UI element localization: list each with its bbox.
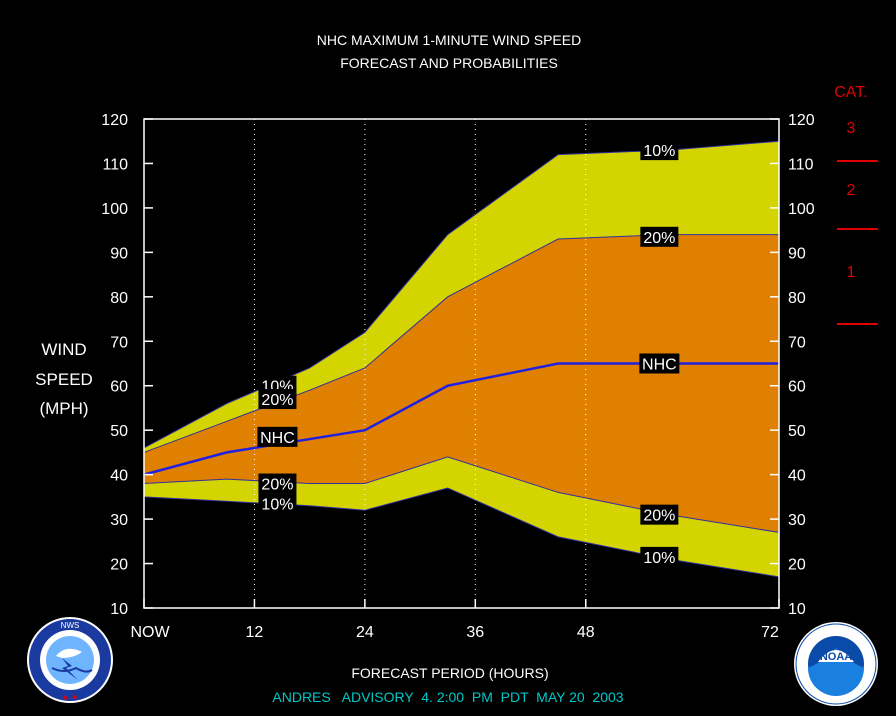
series-label: 20% bbox=[640, 226, 679, 247]
series-label-box bbox=[257, 426, 298, 447]
series-label-text: 20% bbox=[261, 477, 293, 494]
series-label: NHC bbox=[257, 426, 298, 447]
series-label: 20% bbox=[258, 389, 297, 410]
y-tick-label-left: 50 bbox=[110, 423, 128, 440]
chart-title-line2: FORECAST AND PROBABILITIES bbox=[340, 55, 558, 71]
series-label-box bbox=[258, 389, 297, 410]
y-tick-label-right: 80 bbox=[788, 290, 806, 307]
y-tick-label-right: 30 bbox=[788, 512, 806, 529]
x-tick-label: 24 bbox=[356, 624, 374, 641]
series-label-text: 10% bbox=[261, 497, 293, 514]
y-tick-label-left: 30 bbox=[110, 512, 128, 529]
series-label-box bbox=[640, 546, 679, 567]
series-label-text: 20% bbox=[643, 508, 675, 525]
y-tick-label-left: 60 bbox=[110, 379, 128, 396]
x-axis-label: FORECAST PERIOD (HOURS) bbox=[351, 665, 548, 681]
category-scale: 3 2 1 bbox=[837, 120, 878, 325]
chart-title-line1: NHC MAXIMUM 1-MINUTE WIND SPEED bbox=[317, 32, 581, 48]
series-label: 20% bbox=[640, 504, 679, 525]
y-tick-label-right: 40 bbox=[788, 468, 806, 485]
series-label-box bbox=[640, 226, 679, 247]
y-tick-label-left: 40 bbox=[110, 468, 128, 485]
y-tick-label-left: 70 bbox=[110, 334, 128, 351]
y-tick-label-right: 60 bbox=[788, 379, 806, 396]
axes: 10 10 20 20 30 30 40 40 50 50 60 60 70 70 80 80 90 90 100 1… bbox=[101, 112, 815, 641]
series-label: NHC bbox=[639, 353, 680, 374]
category-label: 1 bbox=[847, 264, 856, 281]
x-tick-label: 72 bbox=[761, 624, 779, 641]
series-label: 10% bbox=[640, 140, 679, 161]
x-tick-label: 36 bbox=[466, 624, 484, 641]
x-tick-label: NOW bbox=[130, 624, 170, 641]
y-axis-label-line2: SPEED bbox=[35, 370, 93, 389]
series-label-text: 10% bbox=[643, 143, 675, 160]
y-tick-label-left: 90 bbox=[110, 245, 128, 262]
series-label-text: 20% bbox=[261, 392, 293, 409]
y-tick-label-left: 10 bbox=[110, 601, 128, 618]
y-tick-label-right: 110 bbox=[788, 156, 814, 173]
category-title: CAT. bbox=[834, 84, 867, 101]
series-label-box bbox=[639, 353, 680, 374]
y-tick-label-right: 120 bbox=[788, 112, 815, 129]
advisory-text: ANDRES ADVISORY 4. 2:00 PM PDT MAY 20 20… bbox=[272, 689, 623, 705]
nws-logo: NWS ★ ★ bbox=[27, 617, 113, 703]
plot-frame bbox=[143, 118, 780, 609]
y-tick-label-right: 20 bbox=[788, 557, 806, 574]
y-tick-label-right: 50 bbox=[788, 423, 806, 440]
y-tick-label-left: 80 bbox=[110, 290, 128, 307]
y-tick-label-right: 100 bbox=[788, 201, 815, 218]
series-label: 10% bbox=[258, 493, 297, 514]
series-label-text: 10% bbox=[643, 550, 675, 567]
y-tick-label-left: 20 bbox=[110, 557, 128, 574]
y-axis-label-line1: WIND bbox=[41, 340, 86, 359]
series-label-box bbox=[258, 493, 297, 514]
y-tick-label-right: 90 bbox=[788, 245, 806, 262]
series-label: 20% bbox=[258, 473, 297, 494]
series-label-text: NHC bbox=[642, 357, 677, 374]
noaa-logo-text: NOAA bbox=[820, 651, 852, 663]
svg-text:★ ★: ★ ★ bbox=[62, 693, 79, 702]
series-label-text: NHC bbox=[260, 430, 295, 447]
series-label-box bbox=[258, 473, 297, 494]
y-tick-label-right: 70 bbox=[788, 334, 806, 351]
category-label: 3 bbox=[847, 120, 856, 137]
y-axis-label-line3: (MPH) bbox=[39, 399, 88, 418]
y-tick-label-right: 10 bbox=[788, 601, 806, 618]
series-label: 10% bbox=[640, 546, 679, 567]
noaa-logo: NOAA bbox=[794, 622, 878, 706]
series-label-box bbox=[640, 140, 679, 161]
x-tick-label: 12 bbox=[246, 624, 264, 641]
y-tick-label-left: 120 bbox=[101, 112, 128, 129]
y-tick-label-left: 110 bbox=[102, 156, 128, 173]
series-label-box bbox=[640, 504, 679, 525]
y-tick-label-left: 100 bbox=[101, 201, 128, 218]
series-label-text: 20% bbox=[643, 230, 675, 247]
x-tick-label: 48 bbox=[577, 624, 595, 641]
category-label: 2 bbox=[847, 182, 856, 199]
svg-text:NWS: NWS bbox=[61, 621, 80, 630]
